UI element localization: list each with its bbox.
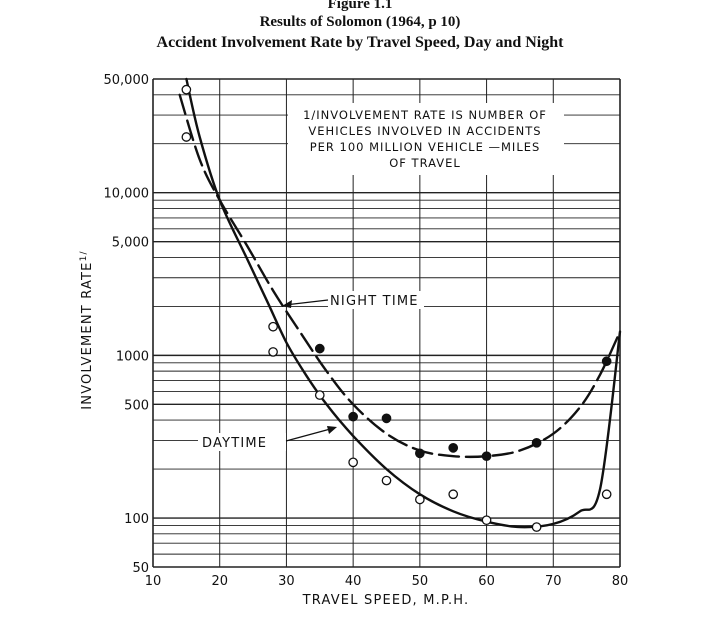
daytime-curve — [185, 77, 622, 529]
tick-labels: 10 20 30 40 50 60 70 80 50,000 10,000 5,000 1000 500… — [104, 73, 629, 589]
y-tick-label: 1000 — [116, 349, 149, 364]
y-axis-title-text: INVOLVEMENT RATE — [80, 261, 95, 409]
daytime-point — [181, 84, 192, 95]
daytime-point — [381, 475, 392, 486]
footnote-line: OF TRAVEL — [389, 156, 461, 170]
footnote-line: VEHICLES INVOLVED IN ACCIDENTS — [308, 124, 541, 138]
daytime-point — [601, 489, 612, 500]
x-tick-label: 60 — [478, 574, 495, 589]
day-label-arrowhead — [327, 426, 337, 434]
daytime-point — [314, 390, 325, 400]
figure-label: Figure 1.1 — [327, 0, 393, 12]
y-tick-label: 50,000 — [104, 73, 150, 88]
footnote-background — [288, 103, 564, 175]
series-label-day: DAYTIME — [202, 436, 267, 451]
footnote-line: PER 100 MILLION VEHICLE —MILES — [310, 140, 541, 154]
night-label-background — [328, 291, 424, 309]
nighttime-curve — [178, 93, 622, 459]
nighttime-point — [348, 411, 358, 422]
y-axis-title: INVOLVEMENT RATE1/ — [79, 250, 95, 410]
x-tick-label: 80 — [612, 574, 629, 589]
daytime-point — [181, 132, 192, 142]
figure-source: Results of Solomon (1964, p 10) — [259, 14, 461, 30]
markers — [181, 84, 612, 532]
x-tick-label: 10 — [145, 574, 162, 589]
nighttime-point — [314, 343, 325, 354]
nighttime-point — [381, 413, 392, 424]
nighttime-point — [415, 448, 425, 459]
x-tick-label: 40 — [345, 574, 362, 589]
nighttime-point — [481, 451, 492, 462]
y-tick-label: 50 — [132, 561, 149, 576]
footnote-line: 1/INVOLVEMENT RATE IS NUMBER OF — [303, 108, 547, 122]
y-axis-footnote-mark: 1/ — [79, 250, 89, 261]
figure-title: Accident Involvement Rate by Travel Spee… — [156, 34, 564, 51]
y-tick-label: 500 — [124, 398, 149, 413]
nighttime-point — [531, 437, 542, 448]
daytime-point — [268, 321, 278, 332]
x-tick-label: 30 — [278, 574, 295, 589]
y-tick-label: 5,000 — [112, 236, 149, 251]
x-axis-title: TRAVEL SPEED, M.P.H. — [302, 593, 470, 608]
day-label-leader — [285, 427, 335, 442]
y-tick-label: 100 — [124, 512, 149, 527]
curves — [178, 77, 622, 529]
night-label-leader — [284, 299, 329, 306]
daytime-point — [348, 457, 358, 468]
x-tick-label: 70 — [545, 574, 562, 589]
y-tick-label: 10,000 — [104, 187, 150, 202]
daytime-point — [531, 522, 542, 532]
x-tick-label: 50 — [412, 574, 429, 589]
nighttime-point — [601, 356, 612, 367]
daytime-point — [481, 515, 492, 526]
x-tick-label: 20 — [211, 574, 228, 589]
nighttime-point — [448, 443, 459, 453]
daytime-point — [415, 494, 425, 505]
day-label-background — [198, 433, 286, 451]
daytime-point — [448, 489, 459, 500]
series-label-night: NIGHT TIME — [330, 294, 419, 309]
night-label-arrowhead — [282, 300, 292, 308]
daytime-point — [268, 347, 278, 357]
